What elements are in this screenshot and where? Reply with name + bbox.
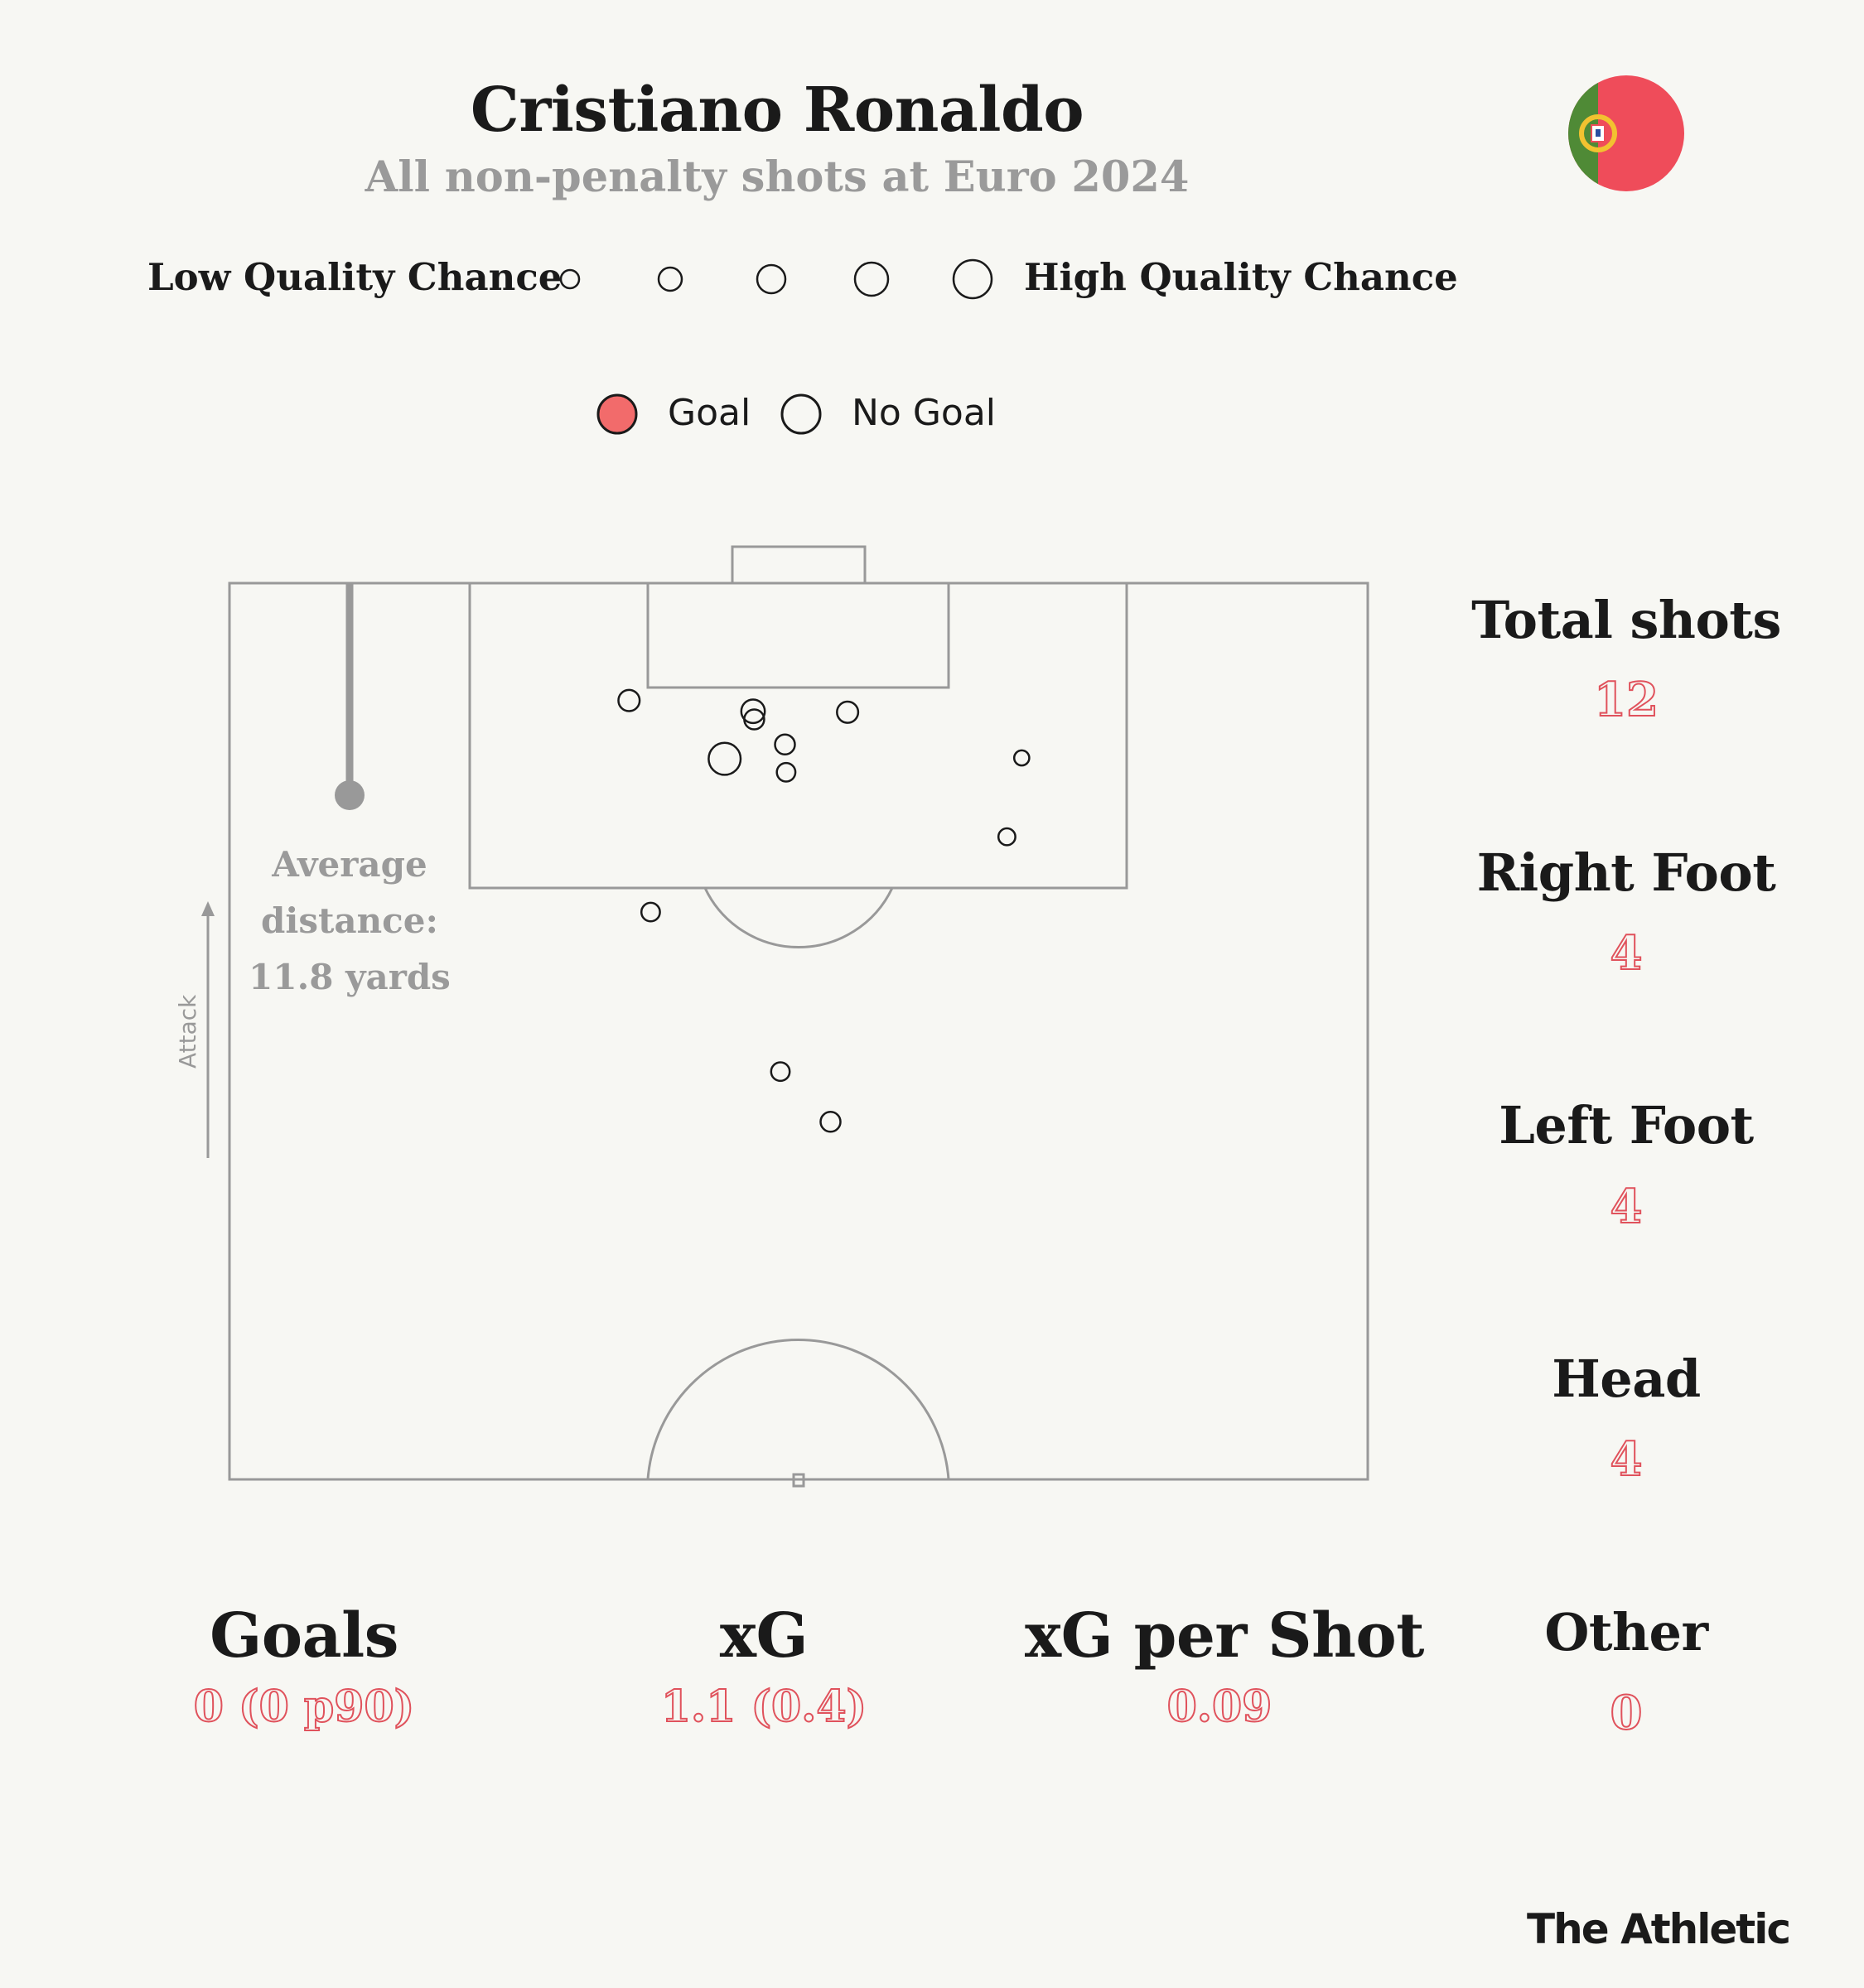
attack-label: Attack	[174, 994, 201, 1069]
shot-marker	[774, 733, 796, 756]
shot-marker	[836, 700, 860, 724]
right-foot-label: Right Foot	[1476, 842, 1776, 903]
chart-subtitle: All non-penalty shots at Euro 2024	[365, 152, 1190, 202]
goal-legend-label: Goal	[668, 392, 751, 434]
shot-marker	[1012, 749, 1031, 767]
goals-label: Goals	[210, 1600, 398, 1672]
goals-value: 0 (0 p90)	[193, 1681, 416, 1733]
centre-spot	[792, 1473, 805, 1488]
shot-marker	[997, 827, 1017, 847]
shot-marker	[770, 1061, 791, 1083]
head-label: Head	[1552, 1349, 1701, 1409]
goal-frame	[731, 545, 867, 585]
xg-per-shot-value: 0.09	[1166, 1681, 1273, 1733]
centre-circle	[646, 1339, 950, 1480]
shot-marker	[743, 708, 765, 731]
shot-marker	[740, 698, 766, 725]
high-quality-legend-label: High Quality Chance	[1024, 255, 1458, 299]
shot-marker	[707, 741, 742, 776]
average-distance-label: Average	[272, 844, 427, 885]
xg-per-shot-label: xG per Shot	[1025, 1600, 1424, 1672]
portugal-flag-icon	[1568, 75, 1684, 191]
total-shots-label: Total shots	[1471, 590, 1781, 650]
shot-marker	[775, 761, 797, 783]
shot-marker	[640, 901, 661, 923]
no-goal-legend-label: No Goal	[852, 392, 997, 434]
average-distance-label: distance:	[261, 900, 438, 941]
penalty-box	[468, 581, 1128, 890]
xg-label: xG	[719, 1600, 809, 1672]
six-yard-box	[646, 581, 950, 689]
xg-value: 1.1 (0.4)	[660, 1681, 867, 1733]
other-label: Other	[1544, 1602, 1708, 1662]
average-distance-value: 11.8 yards	[249, 957, 451, 997]
total-shots-value: 12	[1593, 672, 1659, 728]
shot-marker	[819, 1111, 842, 1133]
right-foot-value: 4	[1610, 925, 1644, 982]
low-quality-legend-label: Low Quality Chance	[147, 255, 563, 299]
other-value: 0	[1610, 1685, 1644, 1741]
average-distance-marker	[335, 780, 365, 810]
the-athletic-logo: The Athletic	[1527, 1905, 1791, 1953]
penalty-arc	[703, 887, 894, 948]
left-foot-value: 4	[1610, 1179, 1644, 1235]
pitch-boundary	[228, 581, 1369, 1481]
shot-marker	[617, 688, 641, 712]
chart-title: Cristiano Ronaldo	[470, 75, 1084, 146]
left-foot-label: Left Foot	[1499, 1095, 1754, 1156]
attack-arrow-head	[201, 901, 215, 916]
head-value: 4	[1610, 1431, 1644, 1488]
